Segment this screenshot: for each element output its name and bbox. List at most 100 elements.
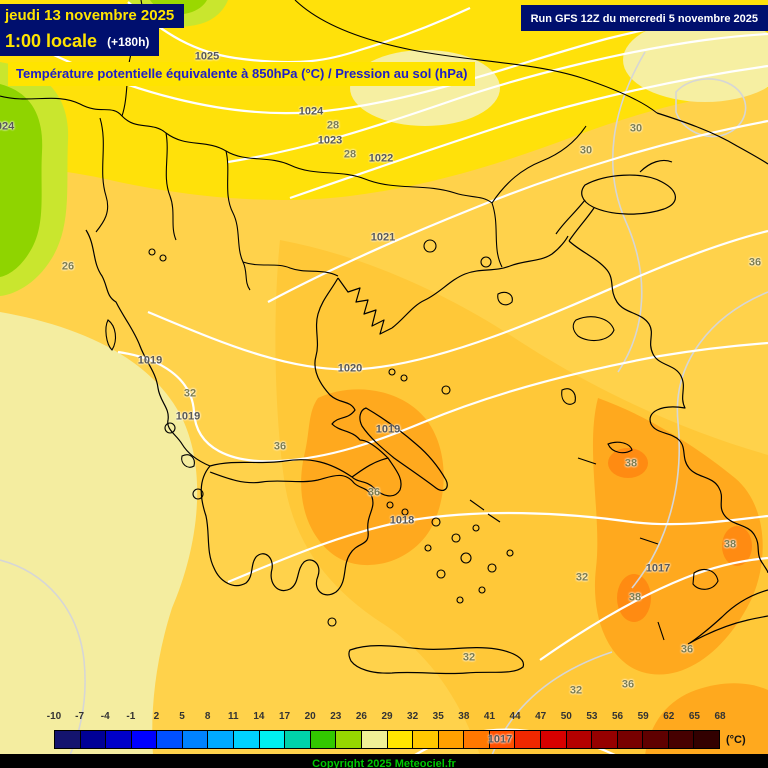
- pressure-label: 1021: [370, 231, 396, 244]
- pressure-label: 1018: [389, 514, 415, 527]
- forecast-offset: (+180h): [107, 34, 150, 49]
- colorbar-cell: [591, 730, 618, 749]
- forecast-date: jeudi 13 novembre 2025: [5, 7, 175, 24]
- temperature-label: 36: [748, 256, 762, 269]
- colorbar-unit: (°C): [726, 734, 746, 746]
- temperature-label: 38: [628, 591, 642, 604]
- colorbar-tick: 11: [228, 711, 239, 722]
- temperature-label: 28: [343, 148, 357, 161]
- temperature-label: 36: [273, 440, 287, 453]
- colorbar-tick: -10: [46, 711, 62, 722]
- colorbar-tick: -1: [126, 711, 136, 722]
- colorbar-tick: 26: [355, 711, 367, 722]
- colorbar-cell: [105, 730, 132, 749]
- colorbar-tick: 56: [611, 711, 624, 722]
- colorbar: [54, 730, 721, 749]
- temperature-label: 30: [629, 122, 643, 135]
- colorbar-tick: 23: [330, 711, 342, 722]
- colorbar-cell: [207, 730, 235, 749]
- map-subtitle: Température potentielle équivalente à 85…: [16, 66, 468, 81]
- temperature-label: 32: [183, 387, 197, 400]
- colorbar-cell: [181, 730, 209, 749]
- colorbar-cell: [284, 730, 311, 749]
- colorbar-cell: [565, 730, 593, 749]
- copyright-label: Copyright 2025 Meteociel.fr: [312, 758, 456, 768]
- colorbar-cell: [616, 730, 644, 749]
- temperature-label: 32: [569, 684, 583, 697]
- pressure-label: 1020: [337, 362, 363, 375]
- colorbar-ticks: -10 -7 -4 -1 2 5 8 11 14 17 20 23 26 29 32 35 38 41 44 47 50…: [0, 712, 768, 724]
- temperature-label: 28: [326, 119, 340, 132]
- colorbar-cell: [233, 730, 260, 749]
- temperature-label: 36: [680, 643, 694, 656]
- colorbar-tick: 32: [407, 711, 419, 722]
- temperature-label: 38: [723, 538, 737, 551]
- colorbar-tick: 59: [637, 711, 649, 722]
- pressure-label: 1017: [487, 733, 513, 746]
- forecast-time: 1:00 locale: [5, 31, 98, 51]
- pressure-label: 1024: [0, 120, 15, 133]
- colorbar-tick: -4: [100, 711, 110, 722]
- colorbar-cell: [463, 730, 490, 749]
- colorbar-cell: [437, 730, 465, 749]
- colorbar-tick: 44: [509, 711, 521, 722]
- model-run-box: Run GFS 12Z du mercredi 5 novembre 2025: [520, 5, 768, 31]
- colorbar-tick: 50: [560, 711, 572, 722]
- pressure-label: 1019: [137, 354, 163, 367]
- colorbar-cell: [539, 730, 567, 749]
- colorbar-tick: 38: [458, 711, 470, 722]
- colorbar-tick: 8: [204, 711, 211, 722]
- coastlines: [85, 112, 768, 675]
- colorbar-tick: 17: [278, 711, 291, 722]
- colorbar-tick: 62: [663, 711, 675, 722]
- temperature-label: 36: [621, 678, 635, 691]
- colorbar-cell: [514, 730, 541, 749]
- pressure-label: 1022: [368, 152, 394, 165]
- colorbar-tick: 35: [432, 711, 444, 722]
- colorbar-cell: [667, 730, 695, 749]
- colorbar-cell: [386, 730, 414, 749]
- colorbar-cell: [258, 730, 286, 749]
- colorbar-cell: [642, 730, 669, 749]
- colorbar-tick: 53: [586, 711, 598, 722]
- colorbar-cell: [79, 730, 107, 749]
- temperature-label: 26: [61, 260, 75, 273]
- colorbar-cell: [335, 730, 362, 749]
- colorbar-cell: [130, 730, 158, 749]
- forecast-time-box: 1:00 locale (+180h): [0, 28, 160, 56]
- pressure-label: 1025: [194, 50, 220, 63]
- map-subtitle-box: Température potentielle équivalente à 85…: [8, 62, 476, 86]
- colorbar-tick: 47: [535, 711, 547, 722]
- colorbar-cell: [156, 730, 183, 749]
- colorbar-cell: [693, 730, 721, 749]
- colorbar-cell: [54, 730, 81, 749]
- colorbar-cell: [309, 730, 337, 749]
- colorbar-tick: 14: [253, 711, 265, 722]
- colorbar-cell: [360, 730, 388, 749]
- colorbar-tick: 20: [304, 711, 316, 722]
- colorbar-tick: 5: [179, 711, 185, 722]
- country-borders: [0, 0, 658, 291]
- temperature-label: 32: [575, 571, 589, 584]
- islands: [105, 239, 719, 641]
- pressure-label: 1024: [298, 105, 324, 118]
- model-run-label: Run GFS 12Z du mercredi 5 novembre 2025: [530, 13, 758, 25]
- colorbar-tick: -7: [75, 711, 85, 722]
- temperature-label: 32: [462, 651, 476, 664]
- temperature-label: 30: [579, 144, 593, 157]
- colorbar-tick: 2: [153, 711, 160, 722]
- temperature-label: 36: [367, 486, 381, 499]
- footer-bar: Copyright 2025 Meteociel.fr: [0, 754, 768, 768]
- pressure-label: 1019: [375, 423, 401, 436]
- pressure-label: 1017: [645, 562, 671, 575]
- forecast-date-box: jeudi 13 novembre 2025: [0, 4, 185, 28]
- temperature-label: 38: [624, 457, 638, 470]
- colorbar-cell: [412, 730, 439, 749]
- colorbar-tick: 65: [688, 711, 700, 722]
- colorbar-tick: 29: [381, 711, 393, 722]
- colorbar-tick: 41: [483, 711, 496, 722]
- colorbar-tick: 68: [714, 711, 726, 722]
